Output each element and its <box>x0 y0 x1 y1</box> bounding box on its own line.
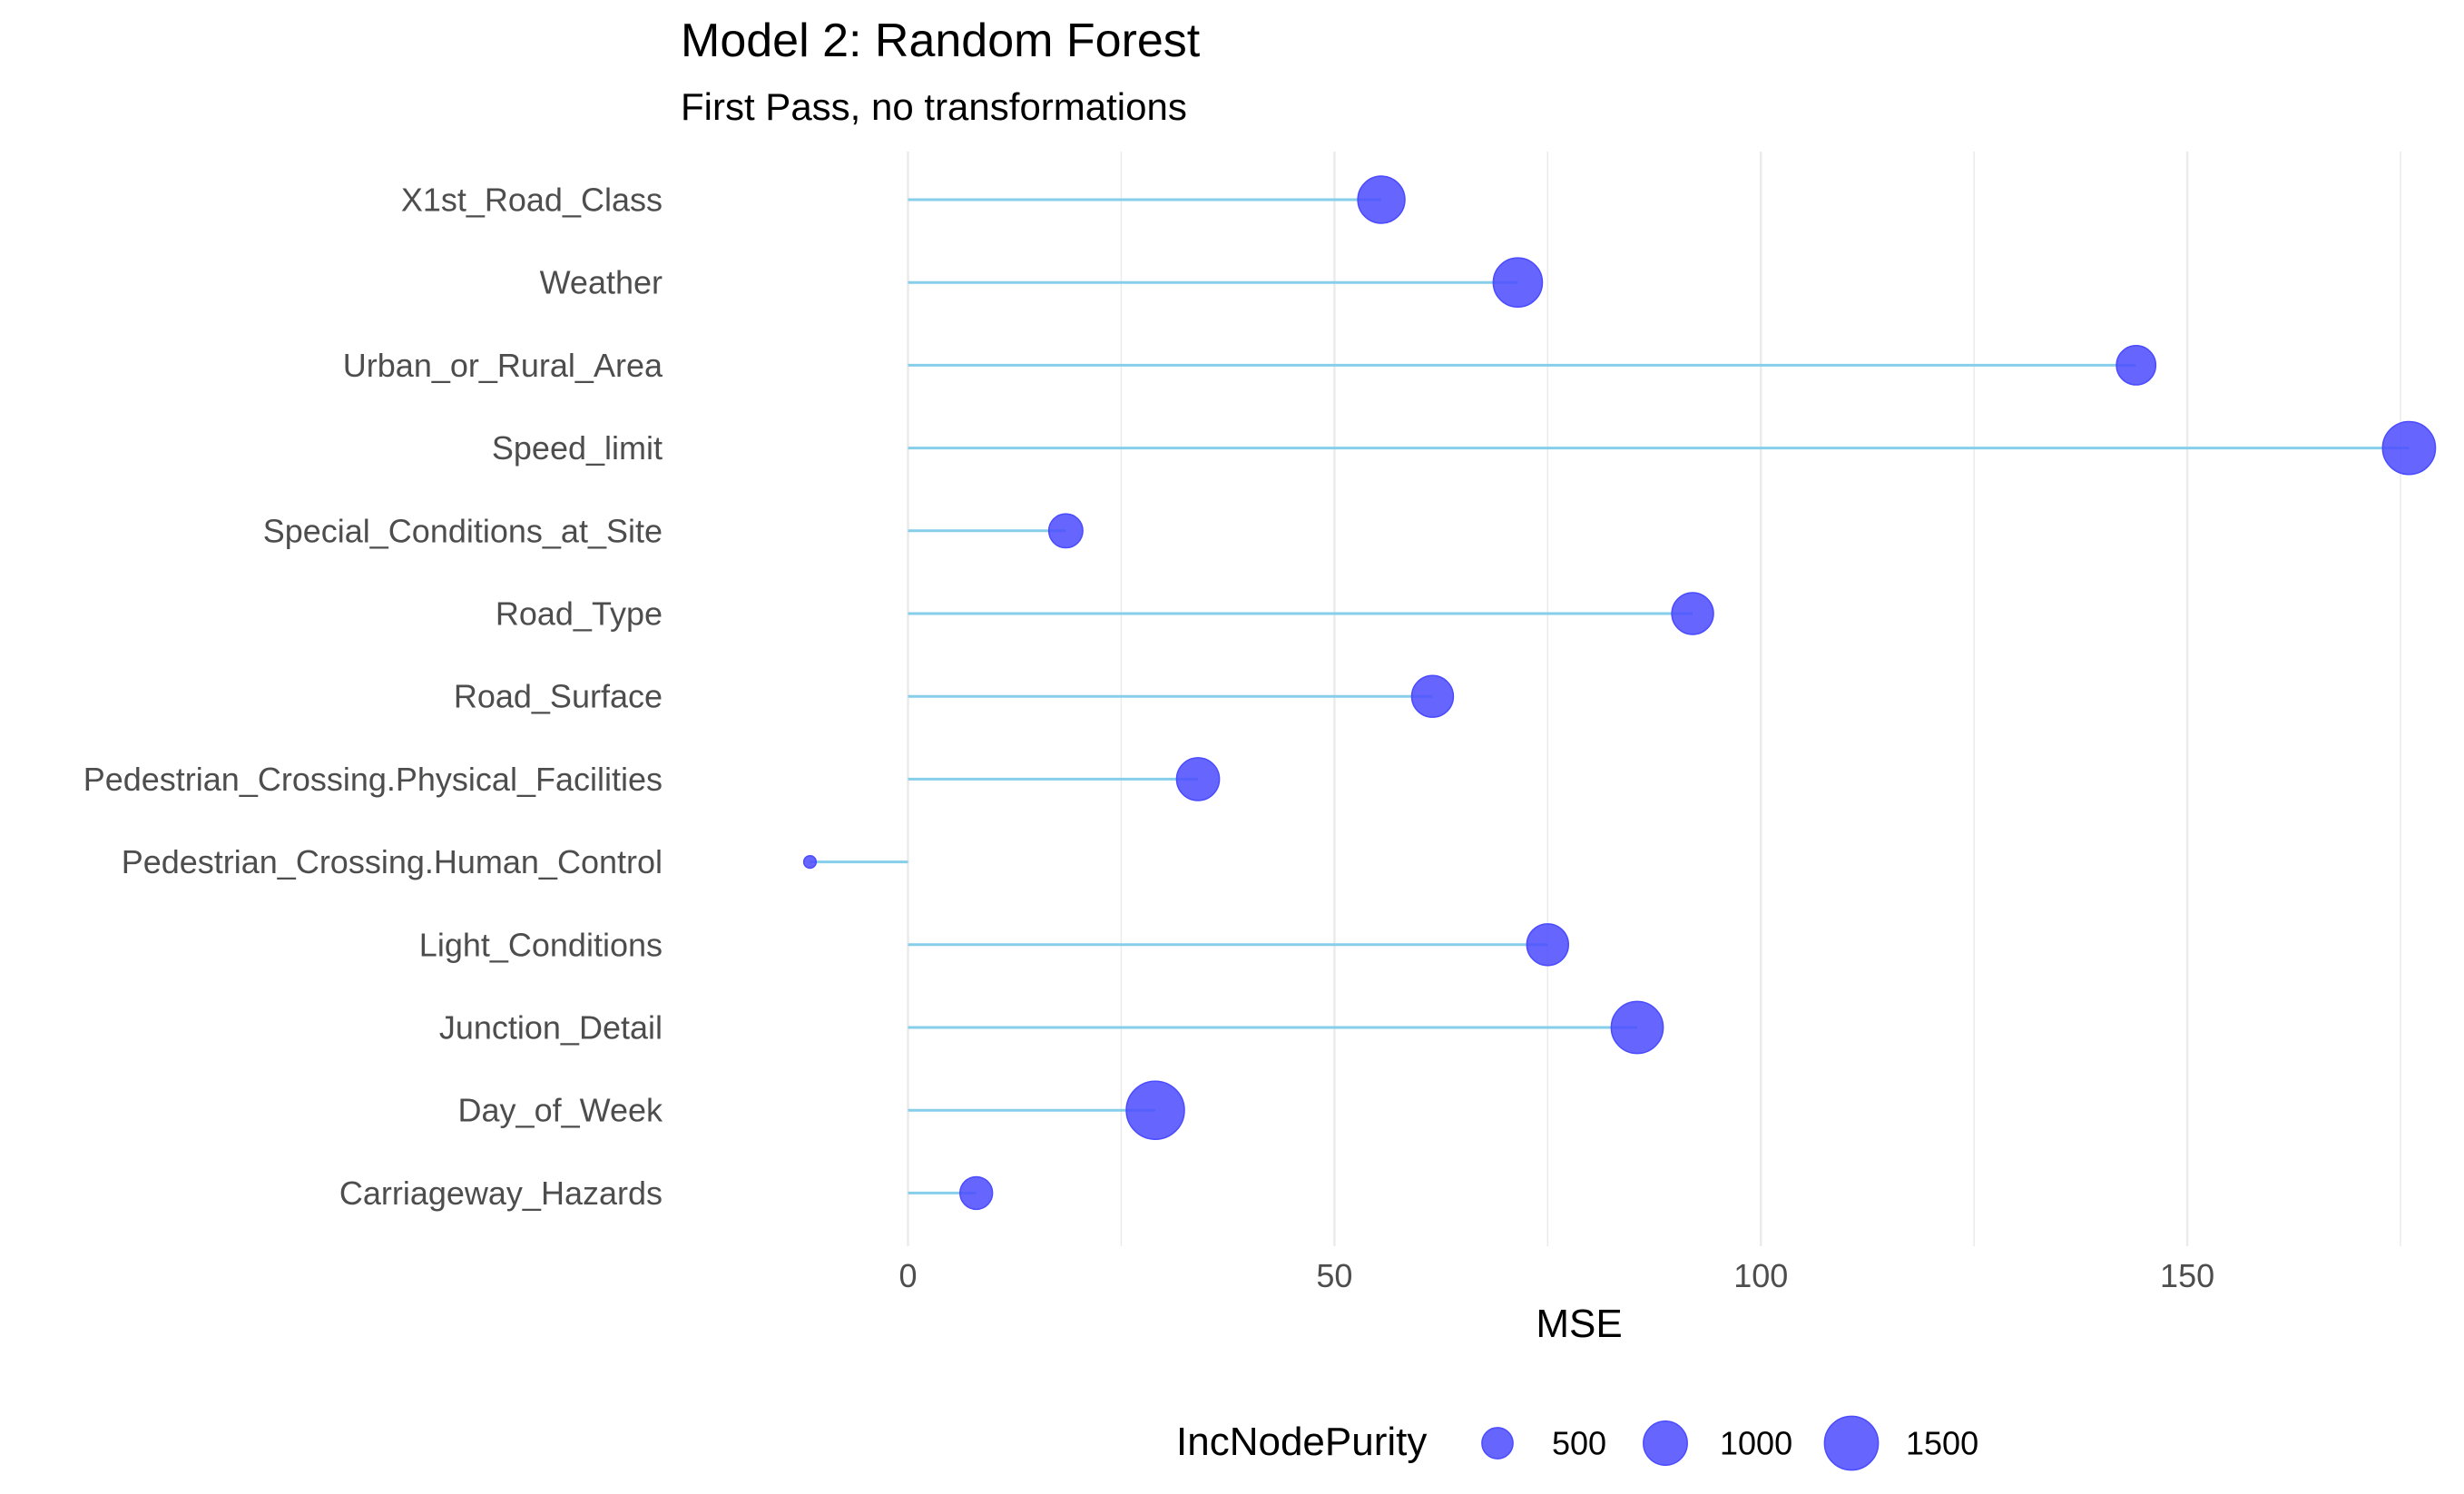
lollipop-point <box>2116 345 2157 386</box>
category-label: Junction_Detail <box>439 1009 663 1047</box>
lollipop-point <box>1047 513 1084 549</box>
category-label: Pedestrian_Crossing.Physical_Facilities <box>83 761 663 798</box>
x-tick-label: 0 <box>899 1257 918 1294</box>
x-axis-title: MSE <box>1536 1302 1622 1346</box>
category-labels: X1st_Road_Class Weather Urban_or_Rural_Are… <box>83 182 663 1212</box>
category-label: Road_Type <box>496 595 663 633</box>
category-label: Speed_limit <box>492 429 663 467</box>
legend-key-circle <box>1643 1420 1688 1466</box>
lollipop-point <box>1671 592 1714 635</box>
lollipop-point <box>959 1175 994 1211</box>
category-label: Day_of_Week <box>458 1092 663 1129</box>
legend-key-label: 1000 <box>1720 1425 1792 1462</box>
x-axis-ticks: 0 50 100 150 <box>899 1257 2215 1294</box>
legend-key-circle <box>1823 1415 1880 1471</box>
category-label: Urban_or_Rural_Area <box>343 347 663 384</box>
chart-title: Model 2: Random Forest <box>681 15 1201 67</box>
grid-layer <box>907 152 2401 1246</box>
category-label: X1st_Road_Class <box>401 182 663 219</box>
category-label: Weather <box>540 264 663 301</box>
lollipop-point <box>1357 175 1406 224</box>
lollipop-point <box>802 855 818 870</box>
lollipop-point <box>1526 923 1570 967</box>
lollipop-point <box>1175 757 1221 801</box>
legend-key-label: 1500 <box>1906 1425 1978 1462</box>
category-label: Carriageway_Hazards <box>339 1175 663 1212</box>
lollipop-point <box>1492 257 1544 308</box>
category-label: Road_Surface <box>454 678 663 715</box>
lollipop-point <box>2381 420 2437 476</box>
legend-items: 500 1000 1500 <box>1481 1415 1978 1471</box>
lollipops <box>802 175 2437 1211</box>
legend-key-circle <box>1481 1427 1514 1460</box>
legend-key-label: 500 <box>1552 1425 1606 1462</box>
category-label: Pedestrian_Crossing.Human_Control <box>122 843 663 880</box>
lollipop-point <box>1610 1000 1664 1055</box>
size-legend: IncNodePurity 500 1000 1500 <box>1176 1415 1978 1471</box>
lollipop-point <box>1410 674 1455 718</box>
legend-title: IncNodePurity <box>1176 1420 1427 1464</box>
category-label: Light_Conditions <box>419 926 663 963</box>
lollipop-point <box>1125 1080 1185 1140</box>
x-tick-label: 150 <box>2160 1257 2214 1294</box>
chart-subtitle: First Pass, no transformations <box>681 85 1187 128</box>
x-tick-label: 100 <box>1733 1257 1788 1294</box>
category-label: Special_Conditions_at_Site <box>263 512 663 549</box>
x-tick-label: 50 <box>1316 1257 1352 1294</box>
